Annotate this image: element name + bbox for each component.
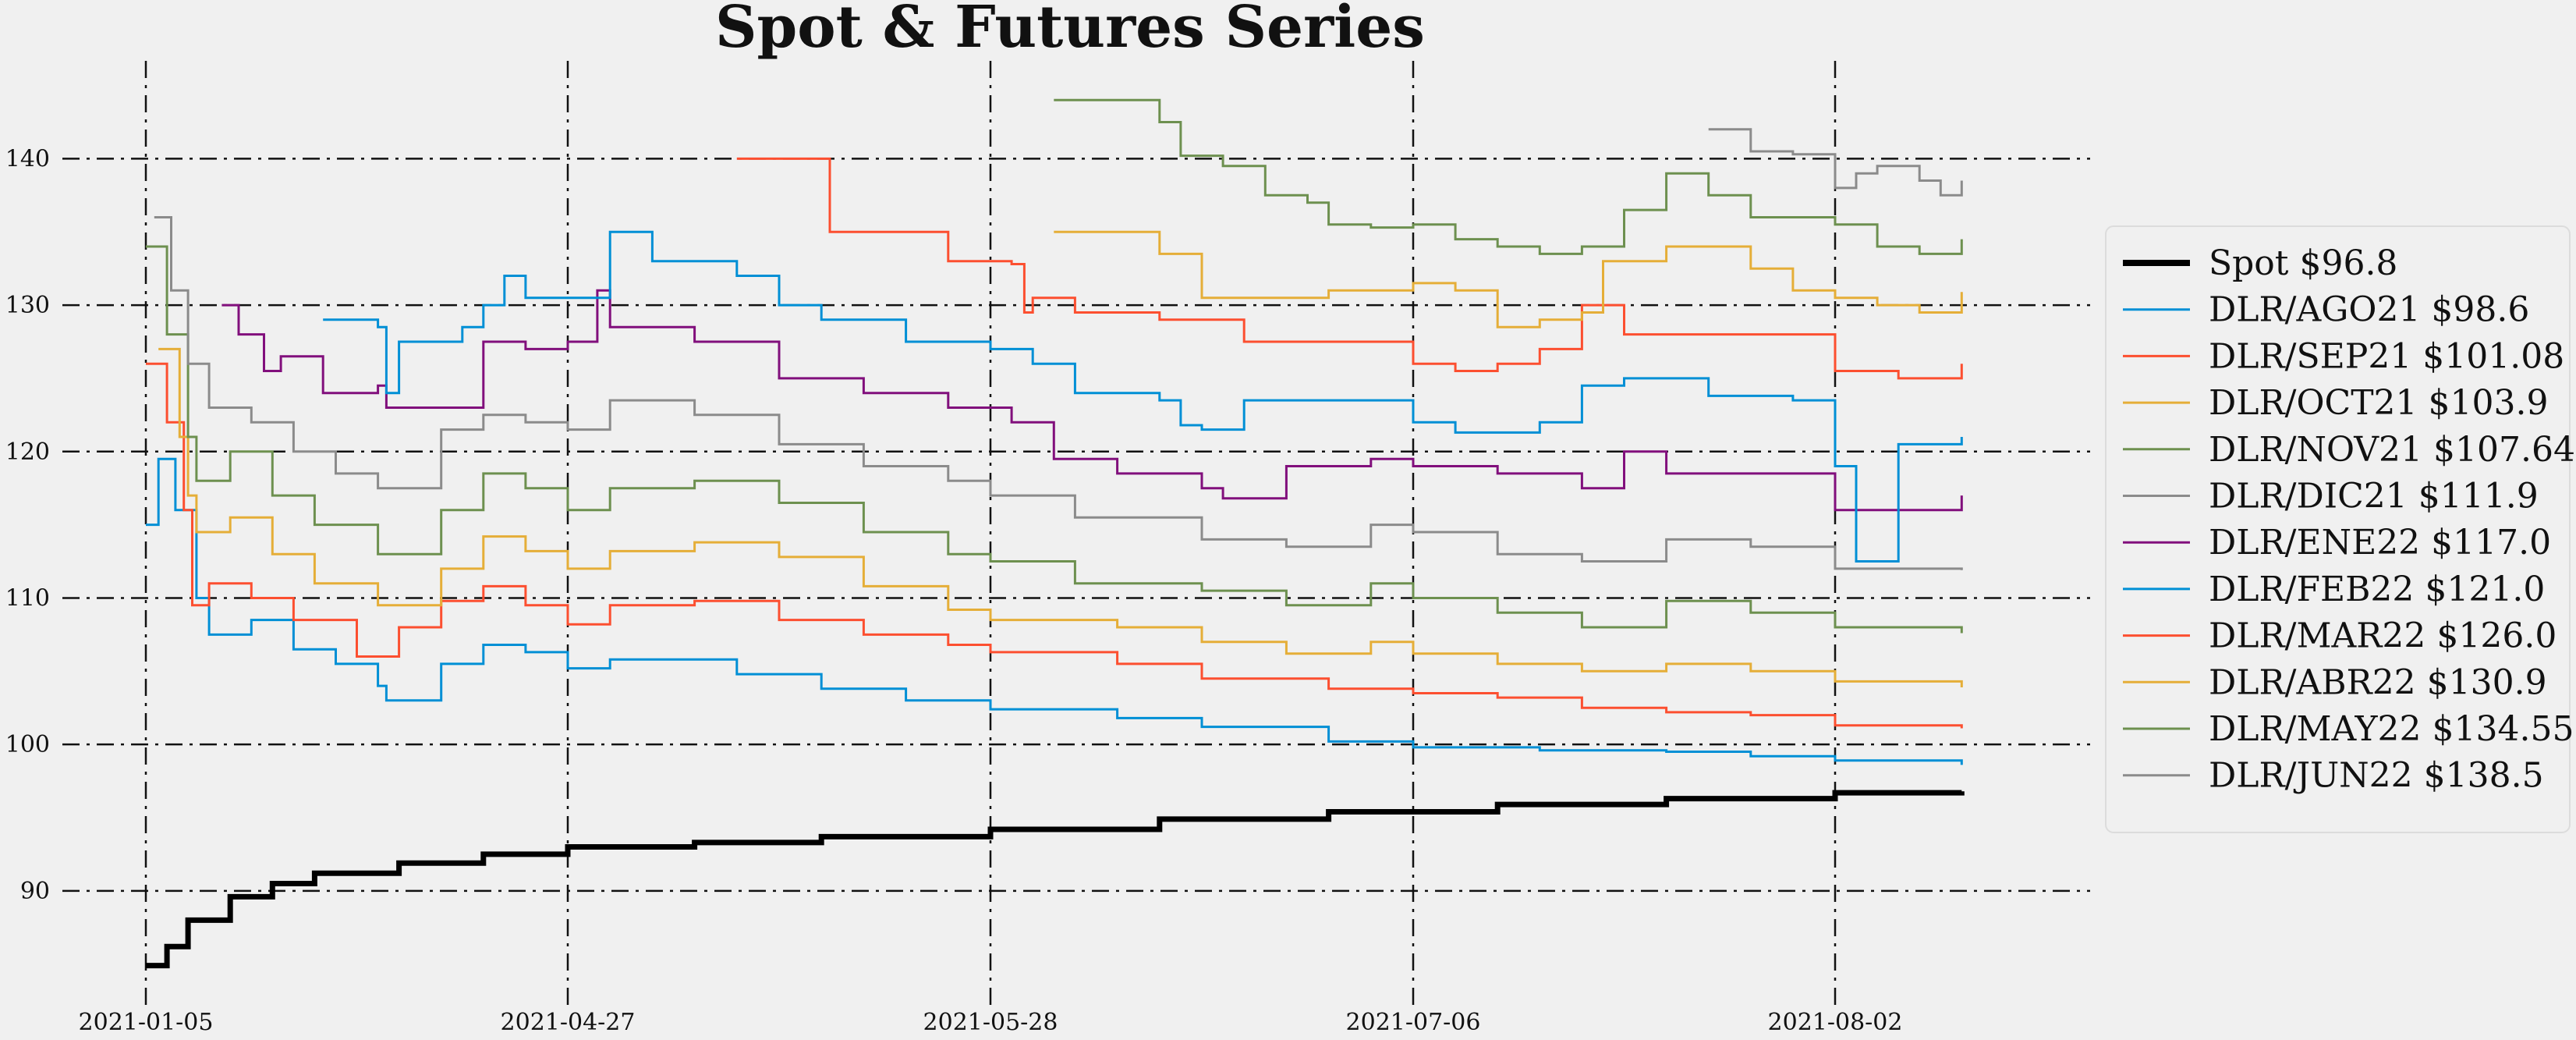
series-layer — [146, 98, 1965, 969]
x-tick-label: 2021-05-28 — [923, 1009, 1058, 1036]
x-tick-label: 2021-04-27 — [501, 1009, 636, 1036]
series-line-6 — [221, 289, 1963, 512]
x-tick-label: 2021-07-06 — [1346, 1009, 1481, 1036]
series-line-5 — [154, 216, 1963, 570]
legend-label-3: DLR/OCT21 $103.9 — [2209, 383, 2548, 423]
legend-label-4: DLR/NOV21 $107.64 — [2209, 430, 2575, 470]
legend: Spot $96.8 DLR/AGO21 $98.6 DLR/SEP21 $101.… — [2105, 225, 2575, 833]
legend-label-9: DLR/ABR22 $130.9 — [2209, 662, 2547, 702]
legend-label-0: Spot $96.8 — [2209, 243, 2397, 283]
series-line-0 — [146, 790, 1965, 969]
series-line-11 — [1708, 128, 1963, 197]
x-tick-label: 2021-01-05 — [79, 1009, 214, 1036]
y-tick-label: 110 — [5, 584, 50, 612]
y-tick-label: 120 — [5, 438, 50, 466]
legend-label-5: DLR/DIC21 $111.9 — [2209, 477, 2539, 516]
x-tick-label: 2021-08-02 — [1768, 1009, 1903, 1036]
y-tick-label: 140 — [5, 145, 50, 172]
legend-label-11: DLR/JUN22 $138.5 — [2209, 756, 2544, 796]
legend-label-2: DLR/SEP21 $101.08 — [2209, 336, 2564, 376]
series-line-9 — [1054, 230, 1963, 328]
series-line-10 — [1054, 98, 1963, 255]
legend-box — [2105, 225, 2571, 833]
legend-label-10: DLR/MAY22 $134.55 — [2209, 709, 2574, 749]
series-line-1 — [146, 457, 1963, 765]
series-line-8 — [736, 157, 1963, 380]
chart-title: Spot & Futures Series — [715, 0, 1425, 61]
series-line-2 — [146, 362, 1963, 729]
legend-label-6: DLR/ENE22 $117.0 — [2209, 523, 2551, 563]
tick-layer: 90 100 110 120 130 140 2021-01-05 2021-04-27 202… — [5, 145, 1903, 1036]
legend-label-8: DLR/MAR22 $126.0 — [2209, 616, 2557, 656]
y-tick-label: 130 — [5, 292, 50, 319]
y-tick-label: 90 — [20, 878, 50, 905]
grid-layer — [62, 61, 2090, 1008]
legend-label-7: DLR/FEB22 $121.0 — [2209, 570, 2545, 609]
series-line-4 — [146, 245, 1963, 634]
series-line-3 — [158, 347, 1963, 687]
legend-label-1: DLR/AGO21 $98.6 — [2209, 290, 2529, 330]
y-tick-label: 100 — [5, 731, 50, 758]
series-line-7 — [323, 230, 1963, 563]
